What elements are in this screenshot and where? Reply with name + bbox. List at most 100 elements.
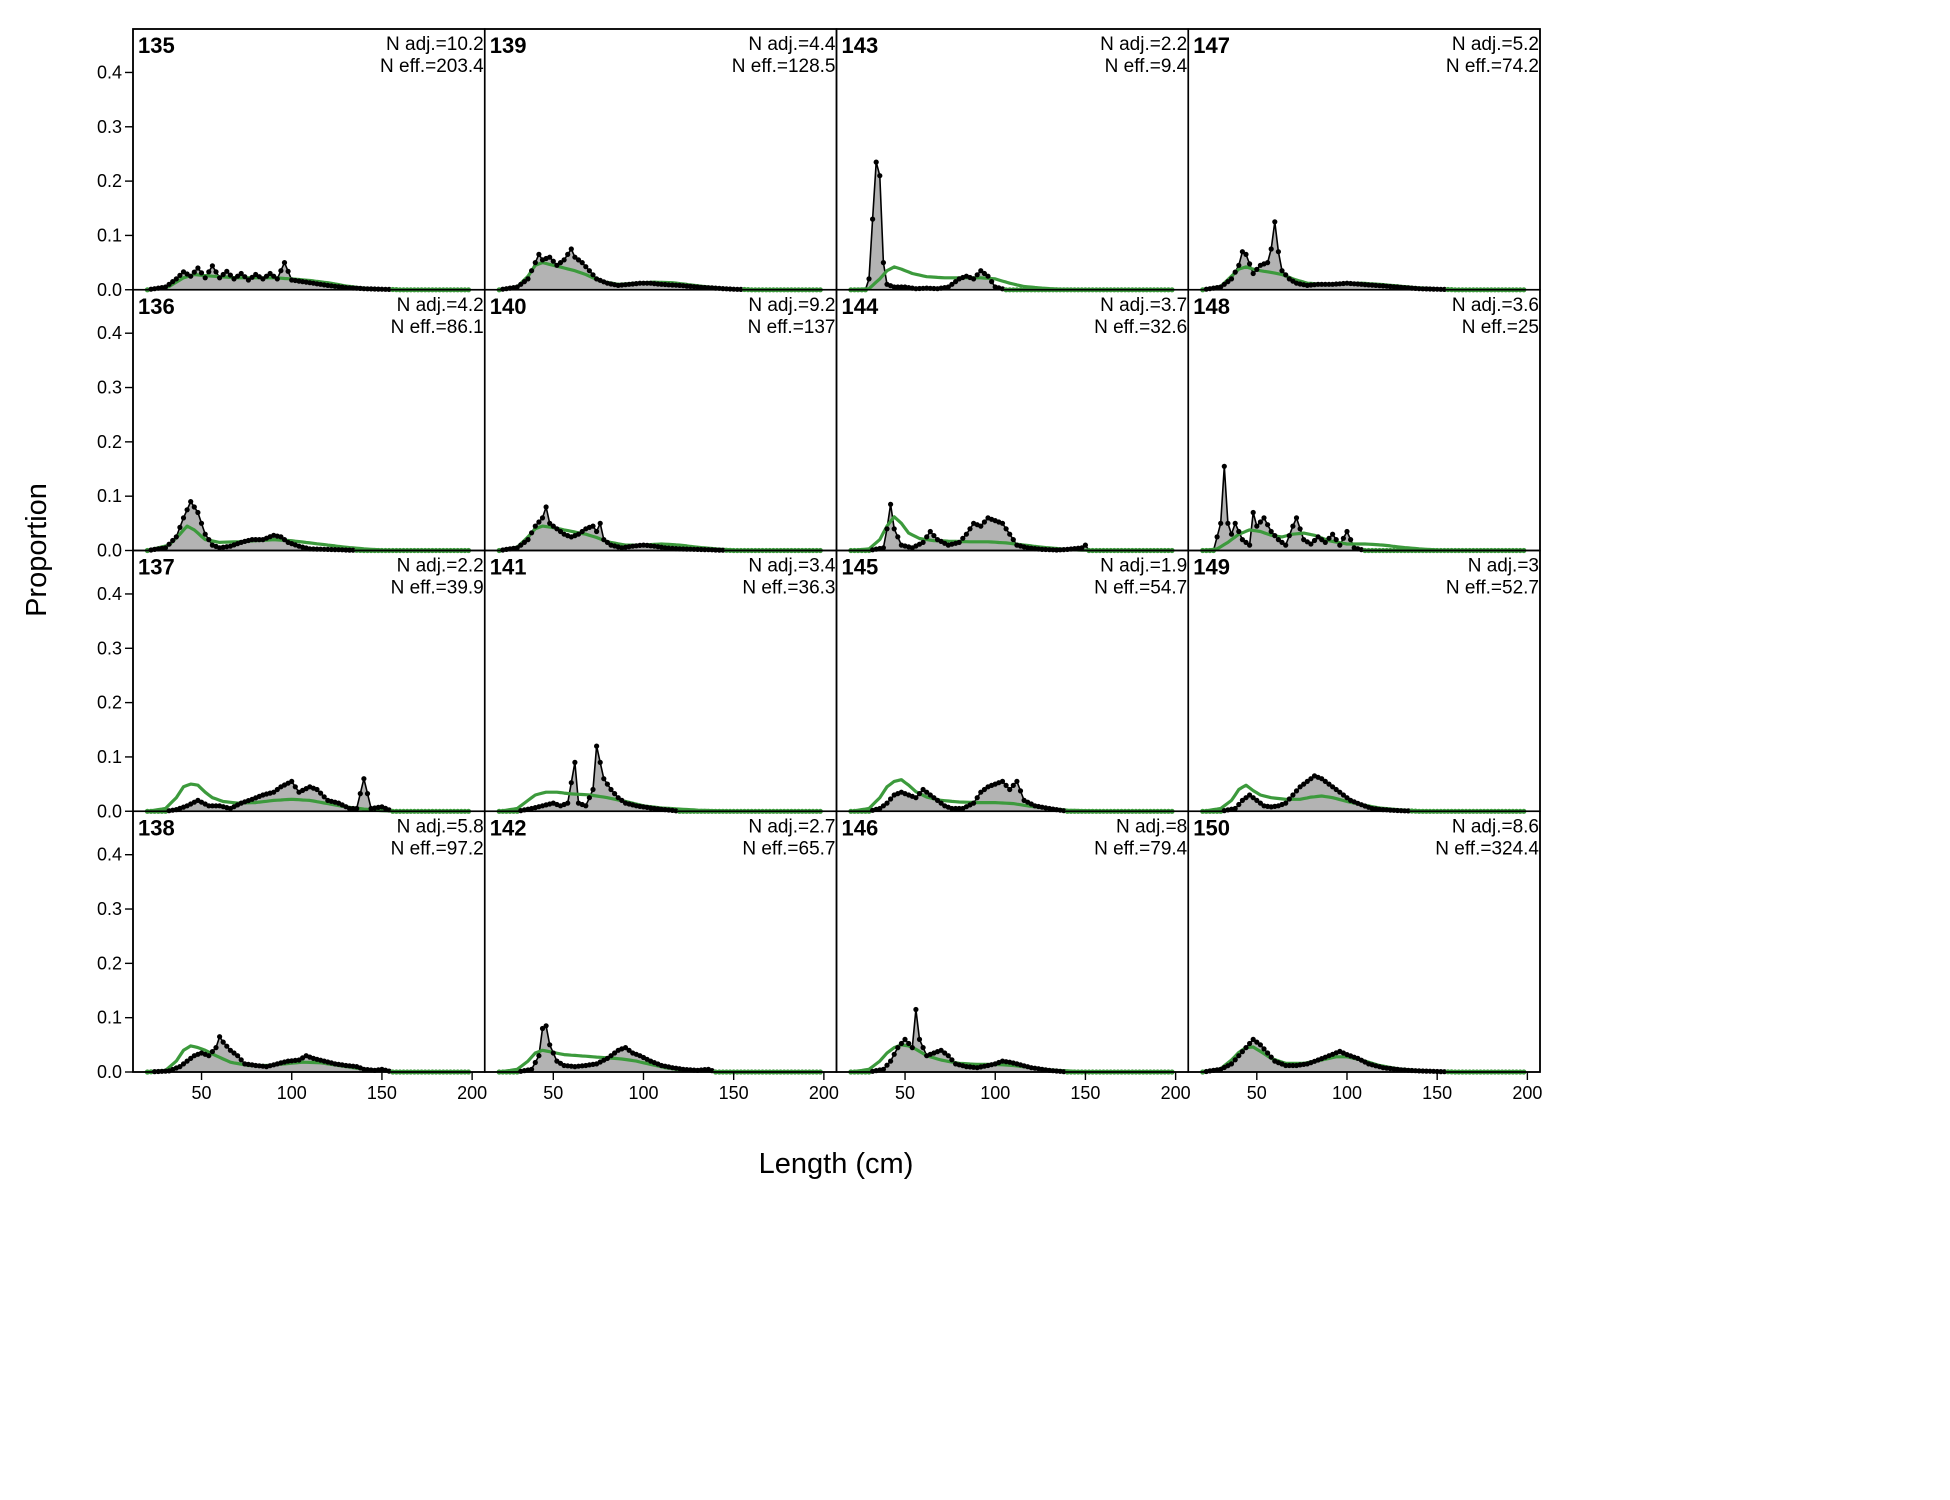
n-eff-label: N eff.=324.4: [1435, 838, 1539, 859]
observed-point: [601, 537, 607, 543]
observed-point: [870, 216, 876, 222]
panel-138: 138 N adj.=5.8N eff.=97.2: [132, 810, 486, 1075]
observed-point: [1286, 1062, 1292, 1069]
observed-point: [888, 501, 894, 507]
observed-point: [543, 1023, 549, 1029]
observed-point: [1254, 266, 1260, 272]
observed-point: [1228, 1061, 1235, 1067]
observed-point: [942, 1050, 948, 1056]
n-adj-label: N adj.=4.4: [748, 34, 836, 55]
observed-point: [583, 803, 589, 809]
observed-point: [575, 257, 582, 263]
y-tick-label: 0.4: [97, 62, 122, 82]
observed-point: [1232, 1057, 1238, 1063]
panel-id-label: 144: [842, 294, 879, 319]
n-eff-label: N eff.=52.7: [1446, 578, 1539, 599]
y-tick-label: 0.0: [97, 541, 122, 561]
observed-point: [931, 795, 937, 801]
observed-point: [873, 159, 879, 165]
panel-id-label: 149: [1193, 555, 1230, 580]
n-adj-label: N adj.=10.2: [386, 34, 484, 55]
observed-point: [916, 791, 923, 797]
observed-point: [1268, 528, 1274, 535]
observed-point: [518, 281, 524, 287]
observed-point: [1315, 281, 1321, 287]
observed-point: [550, 523, 556, 529]
observed-point: [583, 264, 589, 270]
y-axis-title: Proportion: [21, 483, 53, 617]
observed-point: [1218, 520, 1224, 526]
n-eff-label: N eff.=128.5: [732, 56, 836, 77]
observed-point: [1239, 537, 1245, 543]
observed-point: [227, 272, 233, 278]
y-tick-label: 0.4: [97, 323, 122, 343]
observed-point: [622, 1045, 629, 1051]
observed-point: [1308, 776, 1314, 782]
observed-point: [195, 265, 201, 271]
observed-point: [224, 268, 230, 274]
observed-point: [1250, 509, 1256, 516]
observed-point: [612, 791, 618, 797]
observed-point: [1010, 537, 1016, 543]
observed-area: [850, 781, 1173, 812]
observed-point: [231, 1050, 237, 1056]
observed-point: [1322, 281, 1328, 287]
observed-point: [1239, 1049, 1245, 1055]
observed-point: [981, 270, 988, 277]
observed-point: [572, 759, 578, 766]
n-adj-label: N adj.=5.8: [397, 816, 484, 837]
observed-point: [590, 786, 596, 793]
x-tick-label: 100: [628, 1083, 658, 1103]
observed-point: [945, 1053, 951, 1059]
panel-id-label: 150: [1193, 815, 1230, 840]
observed-point: [953, 279, 959, 285]
panel-140: 140 N adj.=9.2N eff.=137: [483, 288, 838, 554]
observed-point: [547, 254, 553, 260]
observed-point: [314, 786, 320, 793]
observed-point: [249, 274, 255, 280]
observed-point: [1326, 781, 1332, 787]
n-adj-label: N adj.=8: [1116, 816, 1187, 837]
observed-point: [514, 545, 520, 551]
observed-point: [536, 251, 542, 257]
observed-point: [666, 545, 672, 551]
observed-point: [978, 789, 984, 795]
observed-point: [245, 277, 251, 283]
n-adj-label: N adj.=1.9: [1100, 556, 1187, 577]
observed-point: [927, 528, 933, 535]
observed-area: [147, 262, 469, 290]
y-tick-label: 0.1: [97, 225, 122, 245]
observed-point: [938, 1047, 944, 1053]
observed-point: [565, 251, 571, 257]
observed-point: [953, 805, 959, 812]
observed-point: [895, 284, 901, 290]
panel-id-label: 142: [490, 815, 527, 840]
observed-point: [1239, 249, 1245, 255]
n-adj-label: N adj.=8.6: [1452, 816, 1539, 837]
y-tick-label: 0.2: [97, 953, 122, 973]
observed-point: [1348, 537, 1354, 543]
observed-point: [529, 268, 535, 274]
observed-point: [256, 537, 262, 543]
observed-point: [1257, 800, 1263, 806]
observed-point: [1225, 279, 1231, 285]
observed-point: [357, 791, 363, 797]
observed-point: [561, 257, 567, 263]
observed-point: [1319, 776, 1325, 782]
y-tick-label: 0.3: [97, 117, 122, 137]
observed-point: [557, 528, 564, 535]
observed-point: [195, 509, 201, 516]
observed-point: [1283, 272, 1289, 278]
observed-point: [217, 275, 223, 281]
observed-point: [999, 778, 1006, 785]
panel-id-label: 137: [138, 555, 175, 580]
y-tick-label: 0.1: [97, 747, 122, 767]
observed-point: [913, 1006, 919, 1013]
observed-point: [920, 539, 926, 546]
observed-point: [532, 1059, 538, 1066]
panel-145: 145 N adj.=1.9N eff.=54.7: [835, 549, 1190, 814]
observed-point: [931, 533, 937, 539]
observed-point: [1250, 270, 1256, 277]
n-adj-label: N adj.=9.2: [748, 295, 835, 316]
n-eff-label: N eff.=25: [1462, 317, 1539, 338]
